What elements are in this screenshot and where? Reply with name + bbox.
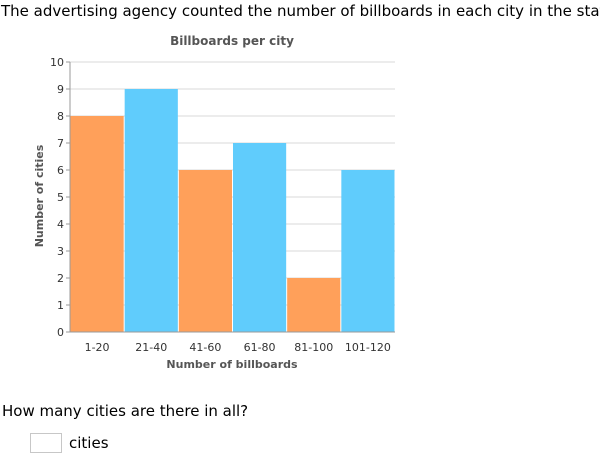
y-tick-label: 9	[57, 83, 64, 96]
histogram-chart: Billboards per city Number of cities Num…	[33, 34, 395, 371]
y-tick-label: 4	[57, 218, 64, 231]
x-tick-label: 41-60	[189, 341, 221, 354]
x-tick-labels: 1-20 21-40 41-60 61-80 81-100 101-120	[85, 341, 391, 354]
y-axis-label: Number of cities	[33, 144, 46, 247]
y-tick-label: 10	[50, 56, 64, 69]
bar-81-100	[287, 278, 341, 332]
y-tick-labels: 0 1 2 3 4 5 6 7 8 9 10	[50, 56, 64, 339]
x-axis-label: Number of billboards	[166, 358, 298, 371]
chart-title: Billboards per city	[170, 34, 294, 48]
question-text: How many cities are there in all?	[2, 402, 249, 420]
intro-text: The advertising agency counted the numbe…	[1, 2, 600, 20]
bars	[70, 89, 395, 332]
y-tick-label: 5	[57, 191, 64, 204]
axes	[69, 62, 395, 333]
y-tick-label: 6	[57, 164, 64, 177]
bar-101-120	[341, 170, 395, 332]
x-tick-label: 21-40	[135, 341, 167, 354]
bar-61-80	[233, 143, 287, 332]
y-tick-label: 7	[57, 137, 64, 150]
x-tick-label: 61-80	[244, 341, 276, 354]
gridlines	[66, 61, 395, 333]
y-tick-label: 0	[57, 326, 64, 339]
x-tick-label: 81-100	[294, 341, 333, 354]
bar-41-60	[178, 170, 232, 332]
bar-1-20	[70, 116, 124, 332]
bar-21-40	[124, 89, 178, 332]
answer-input[interactable]	[30, 433, 62, 453]
y-tick-label: 3	[57, 245, 64, 258]
y-tick-label: 1	[57, 299, 64, 312]
y-tick-label: 2	[57, 272, 64, 285]
x-tick-label: 1-20	[85, 341, 110, 354]
answer-row: cities	[30, 432, 109, 454]
answer-unit-label: cities	[69, 434, 109, 452]
x-tick-label: 101-120	[345, 341, 391, 354]
y-tick-label: 8	[57, 110, 64, 123]
